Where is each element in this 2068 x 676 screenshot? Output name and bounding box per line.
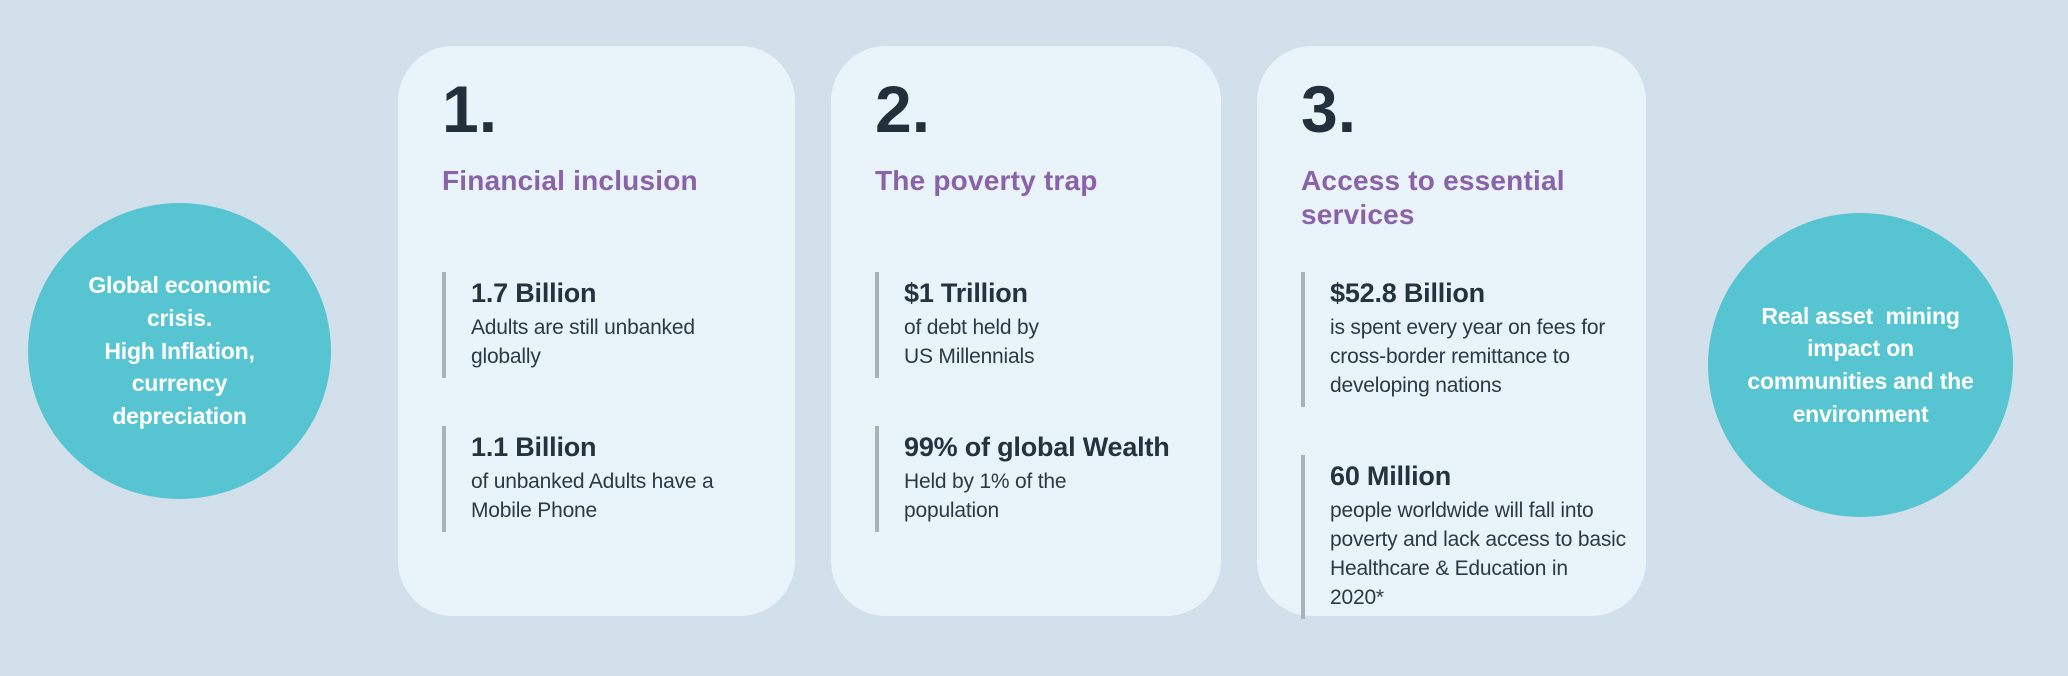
card-access-essential-services: 3. Access to essential services $52.8 Bi…	[1257, 46, 1646, 619]
left-circle-callout: Global economic crisis. High Inflation, …	[28, 203, 331, 499]
stat-value: 1.1 Billion	[471, 432, 597, 463]
stat-description: is spent every year on fees for cross-bo…	[1330, 316, 1606, 398]
left-circle-text: Global economic crisis. High Inflation, …	[88, 272, 271, 429]
stat-block: $52.8 Billion is spent every year on fee…	[1301, 272, 1626, 407]
card-number: 2.	[875, 72, 931, 146]
stat-value: 60 Million	[1330, 461, 1452, 491]
right-circle-callout: Real asset mining impact on communities …	[1708, 213, 2013, 517]
stat-value: 99% of global Wealth	[904, 432, 1170, 463]
card-financial-inclusion: 1. Financial inclusion 1.7 Billion Adult…	[398, 46, 795, 616]
stat-block: $1 Trillion of debt held by US Millennia…	[875, 272, 1201, 379]
stat-description: of unbanked Adults have a Mobile Phone	[471, 470, 714, 523]
stat-block: 99% of global Wealth Held by 1% of the p…	[875, 426, 1201, 533]
stat-value: 1.7 Billion	[471, 278, 597, 308]
card-number: 1.	[442, 72, 498, 146]
card-heading: Access to essential services	[1301, 165, 1565, 230]
stat-value: $52.8 Billion	[1330, 278, 1485, 308]
card-heading: The poverty trap	[875, 165, 1098, 196]
stat-description: of debt held by US Millennials	[904, 316, 1039, 369]
right-circle-text: Real asset mining impact on communities …	[1747, 302, 1974, 427]
card-heading: Financial inclusion	[442, 165, 698, 196]
stat-block: 1.7 Billion Adults are still unbanked gl…	[442, 272, 775, 379]
stat-description: people worldwide will fall into poverty …	[1330, 499, 1626, 609]
stat-block: 60 Million people worldwide will fall in…	[1301, 455, 1626, 619]
stat-block: 1.1 Billion of unbanked Adults have a Mo…	[442, 426, 775, 533]
card-number: 3.	[1301, 72, 1357, 146]
stat-description: Held by 1% of the population	[904, 470, 1067, 523]
stat-description: Adults are still unbanked globally	[471, 316, 695, 369]
card-poverty-trap: 2. The poverty trap $1 Trillion of debt …	[831, 46, 1221, 616]
stat-value: $1 Trillion	[904, 278, 1028, 308]
cards-row: 1. Financial inclusion 1.7 Billion Adult…	[398, 46, 1646, 619]
